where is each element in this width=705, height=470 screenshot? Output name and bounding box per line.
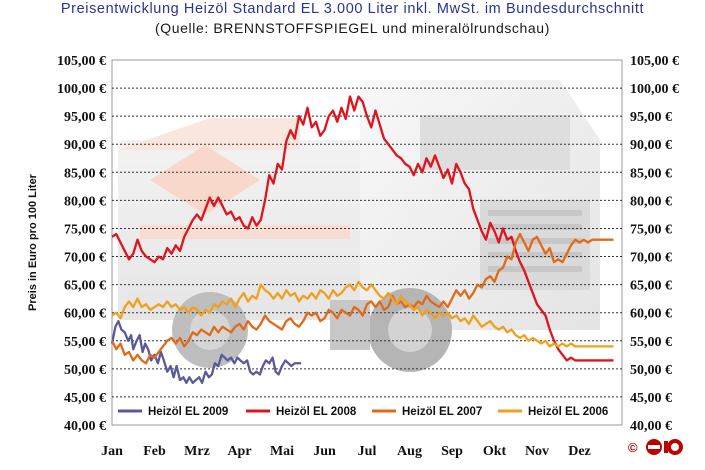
- y-tick-label-right: 40,00 €: [630, 419, 672, 434]
- y-tick-label-right: 70,00 €: [630, 251, 672, 266]
- x-tick-label: Sep: [441, 444, 463, 459]
- y-tick-label-left: 80,00 €: [64, 194, 106, 209]
- y-tick-label-right: 60,00 €: [630, 307, 672, 322]
- y-tick-label-left: 40,00 €: [64, 419, 106, 434]
- x-tick-label: Nov: [525, 444, 549, 459]
- truck-background-illustration: [118, 80, 600, 372]
- x-tick-label: Apr: [227, 444, 251, 459]
- y-tick-label-left: 50,00 €: [64, 363, 106, 378]
- y-tick-label-right: 95,00 €: [630, 110, 672, 125]
- x-tick-label: Mai: [270, 444, 294, 459]
- legend-label: Heizöl EL 2007: [402, 406, 482, 418]
- y-tick-label-right: 90,00 €: [630, 138, 672, 153]
- chart-subtitle: (Quelle: BRENNSTOFFSPIEGEL und mineralöl…: [155, 20, 550, 36]
- x-tick-label: Aug: [397, 444, 422, 459]
- x-tick-label: Dez: [568, 444, 591, 459]
- legend-label: Heizöl EL 2006: [528, 406, 608, 418]
- y-tick-label-right: 55,00 €: [630, 335, 672, 350]
- x-tick-label: Jul: [358, 444, 377, 459]
- chart-title: Preisentwicklung Heizöl Standard EL 3.00…: [60, 1, 645, 17]
- y-tick-label-left: 60,00 €: [64, 307, 106, 322]
- legend-label: Heizöl EL 2008: [276, 406, 357, 418]
- y-tick-label-left: 95,00 €: [64, 110, 106, 125]
- x-tick-label: Jan: [101, 444, 123, 459]
- x-tick-label: Jun: [313, 444, 336, 459]
- publisher-logo: ©: [628, 439, 683, 455]
- y-tick-label-left: 90,00 €: [64, 138, 106, 153]
- y-tick-label-left: 65,00 €: [64, 279, 106, 294]
- y-tick-label-right: 45,00 €: [630, 391, 672, 406]
- y-tick-label-right: 105,00 €: [630, 54, 679, 69]
- y-tick-label-left: 85,00 €: [64, 166, 106, 181]
- y-tick-label-left: 105,00 €: [57, 54, 106, 69]
- y-tick-label-left: 75,00 €: [64, 222, 106, 237]
- x-tick-label: Okt: [483, 444, 507, 459]
- series-line-2008: [111, 95, 614, 362]
- series-line-2007: [110, 232, 614, 365]
- y-tick-label-right: 80,00 €: [630, 194, 672, 209]
- legend-box: [114, 399, 621, 423]
- copyright-symbol: ©: [628, 440, 638, 455]
- y-tick-label-left: 45,00 €: [64, 391, 106, 406]
- y-axis-label: Preis in Euro pro 100 Liter: [27, 173, 39, 311]
- y-tick-label-right: 65,00 €: [630, 279, 672, 294]
- y-tick-label-left: 70,00 €: [64, 251, 106, 266]
- y-tick-label-right: 75,00 €: [630, 222, 672, 237]
- y-tick-label-left: 55,00 €: [64, 335, 106, 350]
- y-tick-label-right: 100,00 €: [630, 82, 679, 97]
- series-line-2009: [110, 319, 302, 385]
- y-tick-label-left: 100,00 €: [57, 82, 106, 97]
- y-tick-label-right: 50,00 €: [630, 363, 672, 378]
- legend-label: Heizöl EL 2009: [148, 406, 228, 418]
- x-tick-label: Mrz: [184, 444, 210, 459]
- x-tick-label: Feb: [143, 444, 166, 459]
- series-line-2006: [111, 280, 614, 348]
- y-tick-label-right: 85,00 €: [630, 166, 672, 181]
